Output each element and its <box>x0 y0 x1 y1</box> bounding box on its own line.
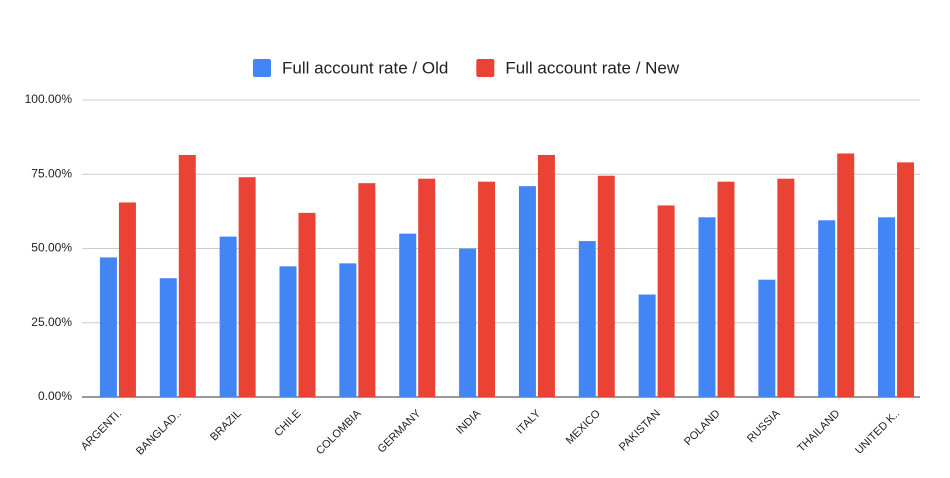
x-tick-label: GERMANY <box>376 407 424 455</box>
bar <box>758 279 776 397</box>
bar <box>837 153 855 397</box>
y-tick-label: 100.00% <box>25 92 73 106</box>
x-tick-label: MEXICO <box>564 407 603 446</box>
y-tick-label: 50.00% <box>31 241 72 255</box>
x-tick-label: RUSSIA <box>745 407 783 445</box>
x-tick-label: BANGLAD.. <box>134 408 184 458</box>
bar <box>238 177 256 397</box>
bar <box>399 233 417 397</box>
y-tick-label: 25.00% <box>31 315 72 329</box>
bar <box>478 181 496 397</box>
bar <box>818 220 836 397</box>
bar <box>298 212 316 397</box>
bar <box>518 186 536 397</box>
x-tick-label: THAILAND <box>795 408 842 455</box>
bar <box>99 257 117 397</box>
bar <box>698 217 716 397</box>
bar <box>219 236 237 397</box>
bar <box>159 278 177 397</box>
x-tick-label: ITALY <box>514 407 543 436</box>
y-tick-label: 0.00% <box>38 389 72 403</box>
bar <box>418 178 436 397</box>
legend-swatch <box>476 59 495 77</box>
bar <box>459 248 477 397</box>
x-tick-label: BRAZIL <box>208 408 244 444</box>
bar <box>178 154 196 397</box>
x-tick-label: CHILE <box>272 408 303 439</box>
x-tick-label: COLOMBIA <box>314 407 364 457</box>
bar <box>657 205 675 397</box>
x-tick-label: UNITED K.. <box>853 408 902 457</box>
bar <box>279 266 297 397</box>
bar <box>578 241 596 397</box>
bar <box>878 217 896 397</box>
bar <box>897 162 915 397</box>
x-tick-label: ARGENTI. <box>79 408 124 453</box>
legend-swatch <box>253 59 271 77</box>
bar <box>597 175 615 397</box>
bar <box>339 263 357 397</box>
legend-label: Full account rate / New <box>505 58 680 77</box>
x-tick-label: POLAND <box>682 408 723 449</box>
bar <box>638 294 656 397</box>
x-tick-label: PAKISTAN <box>617 408 663 454</box>
bar <box>537 154 555 397</box>
bar <box>118 202 136 397</box>
x-tick-label: INDIA <box>454 407 484 437</box>
legend-label: Full account rate / Old <box>282 58 448 77</box>
bar <box>358 183 376 397</box>
bar <box>717 181 735 397</box>
y-tick-label: 75.00% <box>31 166 72 180</box>
bar <box>777 178 795 397</box>
